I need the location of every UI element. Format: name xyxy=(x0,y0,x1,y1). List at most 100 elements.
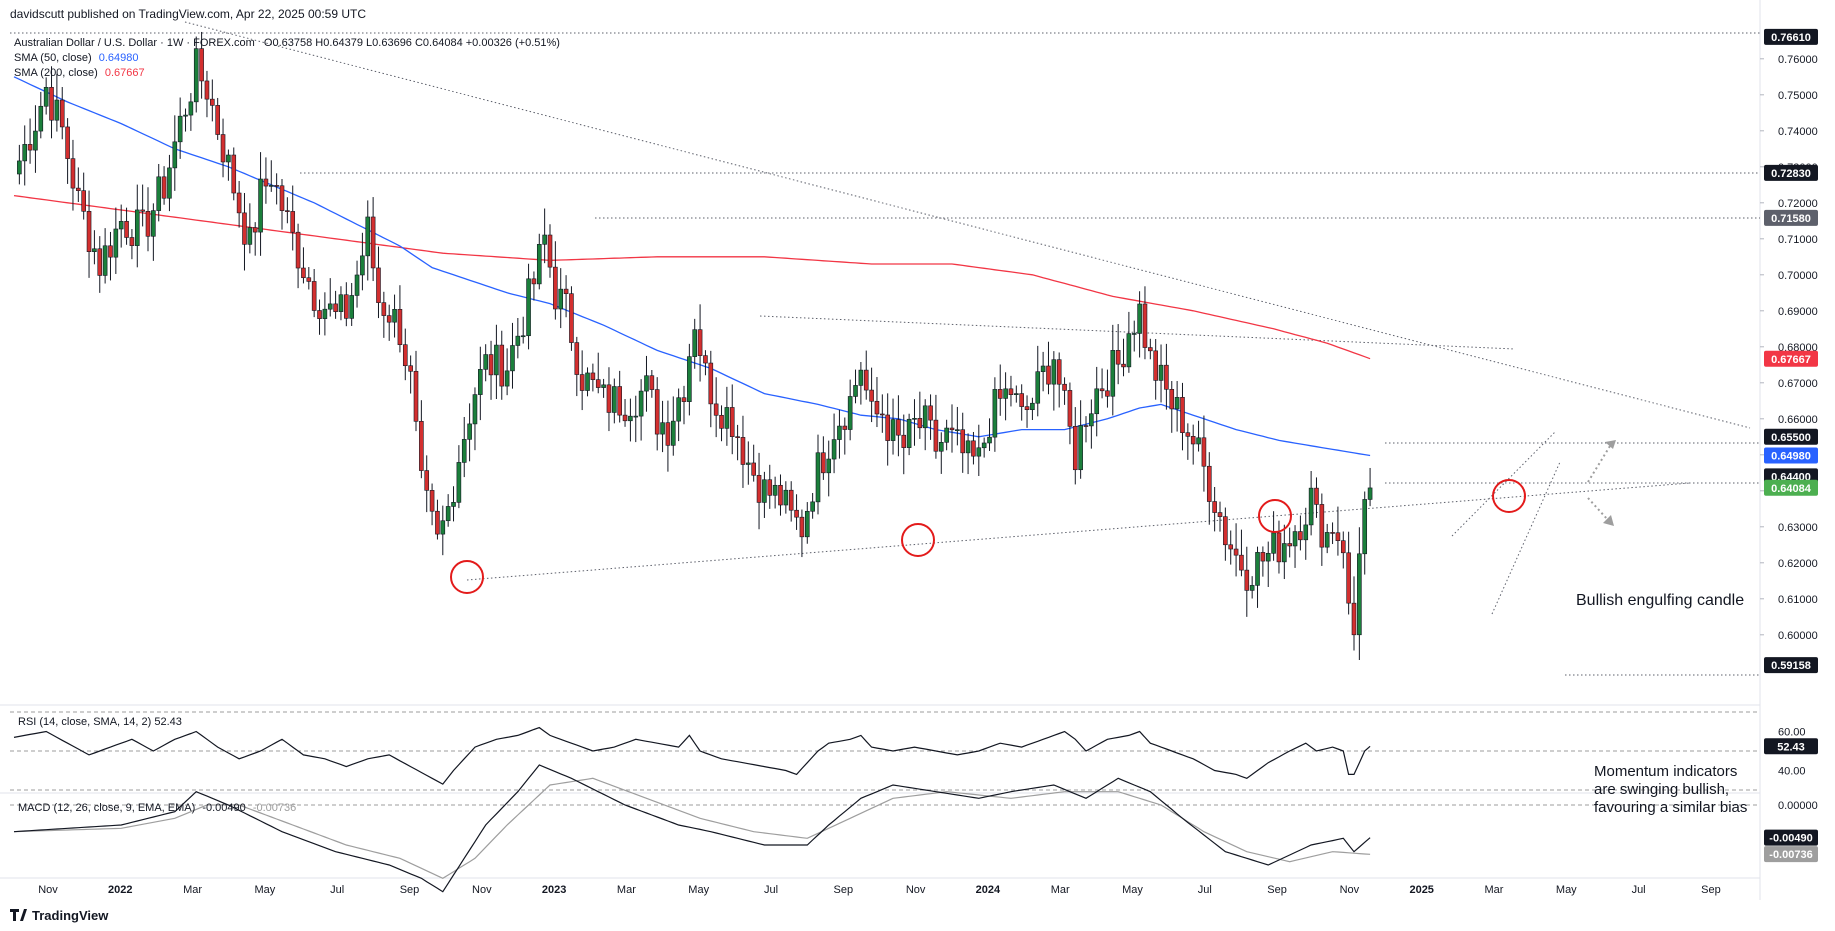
sma50-line xyxy=(13,76,1371,457)
candle-down xyxy=(419,421,424,471)
candle-up xyxy=(585,372,590,391)
candle-down xyxy=(1206,465,1212,502)
candle-up xyxy=(392,309,397,323)
candle-down xyxy=(590,372,596,380)
candle-up xyxy=(349,295,354,319)
candle-down xyxy=(204,80,210,100)
time-tick-label: May xyxy=(688,884,709,896)
candle-down xyxy=(719,414,724,429)
candle-up xyxy=(1137,303,1142,334)
candle-down xyxy=(553,266,558,310)
candle-down xyxy=(252,227,258,233)
time-tick-label: Jul xyxy=(330,884,344,896)
candle-up xyxy=(1324,532,1330,548)
candle-up xyxy=(804,510,810,538)
sma200-label: SMA (200, close) xyxy=(14,67,98,79)
candle-down xyxy=(1115,350,1121,365)
candle-up xyxy=(1094,388,1100,415)
candle-down xyxy=(97,248,103,276)
candle-down xyxy=(740,437,746,465)
sma200-value: 0.67667 xyxy=(105,67,145,79)
candle-down xyxy=(697,329,703,356)
candle-down xyxy=(1335,532,1341,541)
trendlines xyxy=(10,21,1760,676)
candle-down xyxy=(1024,406,1030,411)
candle-down xyxy=(1351,602,1357,636)
time-tick-label: Mar xyxy=(1485,884,1504,896)
price-label-bg xyxy=(1764,350,1818,367)
time-tick-label: Jul xyxy=(764,884,778,896)
candle-down xyxy=(499,344,505,387)
candle-down xyxy=(1056,359,1062,385)
candle-down xyxy=(901,434,907,448)
macd-legend: MACD (12, 26, close, 9, EMA, EMA) -0.004… xyxy=(18,802,296,814)
candle-up xyxy=(912,418,917,420)
candle-up xyxy=(1196,437,1201,445)
time-tick-label: Sep xyxy=(834,884,854,896)
candle-down xyxy=(236,192,242,214)
candle-up xyxy=(22,144,28,162)
candle-down xyxy=(863,369,869,391)
candle-down xyxy=(1190,436,1196,445)
candle-down xyxy=(563,288,569,294)
candle-up xyxy=(360,255,365,276)
candle-down xyxy=(27,144,33,151)
candle-down xyxy=(874,400,880,415)
candle-up xyxy=(520,335,526,338)
candle-down xyxy=(1287,543,1292,547)
candle-up xyxy=(510,345,515,372)
candle-up xyxy=(113,228,119,258)
candle-up xyxy=(1249,585,1255,591)
candle-up xyxy=(858,369,864,386)
candle-down xyxy=(429,490,435,512)
time-tick-label: Nov xyxy=(38,884,58,896)
candle-down xyxy=(1046,365,1051,385)
price-label-value: 0.64980 xyxy=(1771,451,1811,463)
candle-down xyxy=(290,211,296,233)
candle-down xyxy=(140,209,145,212)
candle-up xyxy=(1362,499,1368,555)
candle-up xyxy=(1282,543,1287,563)
time-tick-label: Nov xyxy=(472,884,492,896)
signal-axis-value: -0.00736 xyxy=(1769,849,1812,861)
momentum-annotation-line2: are swinging bullish, xyxy=(1594,781,1729,798)
candle-down xyxy=(1083,425,1089,427)
candle-down xyxy=(960,429,966,454)
price-axis: 0.760000.750000.740000.730000.720000.710… xyxy=(1760,54,1818,642)
candle-up xyxy=(504,370,510,387)
candle-up xyxy=(1308,487,1314,526)
candle-down xyxy=(949,427,955,431)
price-tick-label: 0.76000 xyxy=(1778,54,1818,66)
candle-up xyxy=(151,210,156,237)
macd-axis-value: -0.00490 xyxy=(1769,833,1812,845)
price-label-value: 0.76610 xyxy=(1771,32,1811,44)
time-tick-label: May xyxy=(255,884,276,896)
price-label-value: 0.59158 xyxy=(1771,660,1811,672)
candle-up xyxy=(338,294,344,312)
price-tick-label: 0.62000 xyxy=(1778,558,1818,570)
candle-down xyxy=(274,185,279,187)
downtrend-line xyxy=(184,21,1751,429)
candle-down xyxy=(408,365,413,372)
price-label-bg xyxy=(1764,28,1818,45)
candle-down xyxy=(622,414,628,422)
upside-arrowhead xyxy=(1605,440,1616,449)
candle-up xyxy=(644,375,649,392)
candle-down xyxy=(649,375,655,390)
candle-down xyxy=(145,211,151,237)
macd-value-bg xyxy=(1764,829,1818,846)
macd-pane: 0.00000 -0.00490 -0.00736 xyxy=(10,764,1818,893)
rsi-pane: 60.00 40.00 52.43 xyxy=(10,711,1818,791)
candle-down xyxy=(397,309,403,346)
candle-up xyxy=(451,502,456,507)
candle-down xyxy=(799,516,805,538)
candle-down xyxy=(220,134,226,163)
candle-up xyxy=(906,418,912,448)
candle-down xyxy=(794,509,799,518)
candle-down xyxy=(81,190,86,212)
price-label-bg xyxy=(1764,164,1818,181)
candle-down xyxy=(129,237,135,246)
price-tick-label: 0.71000 xyxy=(1778,234,1818,246)
candle-up xyxy=(772,484,778,496)
